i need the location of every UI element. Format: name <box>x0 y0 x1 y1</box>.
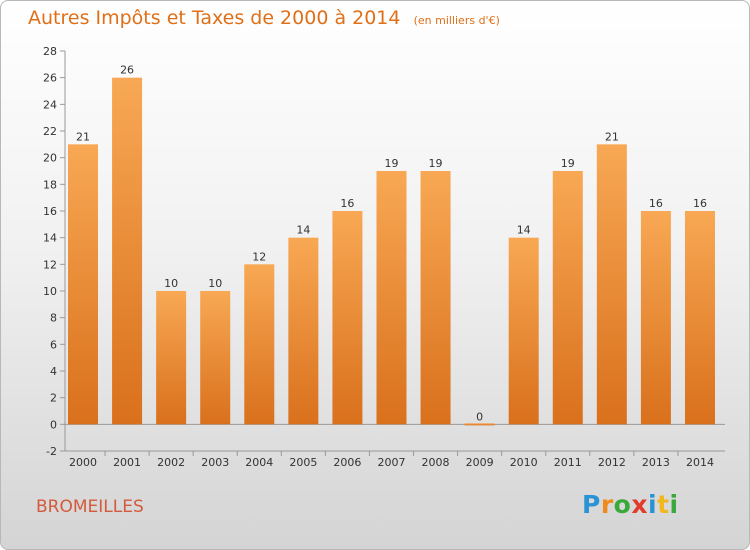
y-tick-label: 6 <box>50 338 57 351</box>
y-tick-label: 2 <box>50 392 57 405</box>
y-tick-label: 20 <box>43 152 57 165</box>
x-tick-label: 2002 <box>157 456 185 469</box>
x-tick-label: 2013 <box>642 456 670 469</box>
y-tick-label: 0 <box>50 418 57 431</box>
x-tick-label: 2014 <box>686 456 714 469</box>
x-tick-label: 2007 <box>377 456 405 469</box>
bar <box>68 144 98 425</box>
data-label: 14 <box>296 224 310 237</box>
data-label: 16 <box>649 197 663 210</box>
y-tick-label: 18 <box>43 178 57 191</box>
commune-name: BROMEILLES <box>36 497 144 517</box>
y-tick-label: 10 <box>43 285 57 298</box>
bar <box>420 171 451 425</box>
bar <box>112 77 143 425</box>
data-label: 26 <box>120 64 134 77</box>
data-label: 19 <box>384 157 398 170</box>
x-tick-label: 2009 <box>466 456 494 469</box>
logo-letter: i <box>648 490 658 519</box>
chart-title-main: Autres Impôts et Taxes de 2000 à 2014 <box>28 7 401 29</box>
x-tick-label: 2008 <box>422 456 450 469</box>
proxiti-logo: Proxiti <box>582 490 679 519</box>
data-label: 19 <box>561 157 575 170</box>
bar <box>332 211 363 425</box>
y-tick-label: -2 <box>46 445 57 458</box>
data-label: 16 <box>340 197 354 210</box>
data-label: 16 <box>693 197 707 210</box>
data-label: 21 <box>605 130 619 143</box>
logo-letter: i <box>669 490 679 519</box>
y-tick-label: 22 <box>43 125 57 138</box>
bar <box>552 171 583 425</box>
x-tick-label: 2004 <box>245 456 273 469</box>
x-tick-label: 2005 <box>289 456 317 469</box>
data-label: 0 <box>476 410 483 423</box>
logo-letter: P <box>582 490 601 519</box>
y-tick-label: 26 <box>43 72 57 85</box>
bar <box>376 171 407 425</box>
y-tick-label: 24 <box>43 98 57 111</box>
data-label: 10 <box>208 277 222 290</box>
logo-letter: x <box>631 490 648 519</box>
y-tick-label: 8 <box>50 312 57 325</box>
bar <box>244 264 275 425</box>
logo-letter: o <box>613 490 632 519</box>
bar <box>464 423 495 426</box>
data-label: 19 <box>429 157 443 170</box>
bar <box>156 291 187 425</box>
bar <box>200 291 231 425</box>
x-tick-label: 2006 <box>333 456 361 469</box>
y-tick-label: 28 <box>43 45 57 58</box>
y-tick-label: 14 <box>43 232 57 245</box>
bar <box>596 144 627 425</box>
data-label: 14 <box>517 224 531 237</box>
x-tick-label: 2010 <box>510 456 538 469</box>
bar <box>684 211 715 425</box>
logo-letter: t <box>657 490 670 519</box>
bar <box>288 237 319 425</box>
logo-letter: r <box>600 490 614 519</box>
chart-title-unit: (en milliers d'€) <box>413 14 500 27</box>
x-tick-label: 2000 <box>69 456 97 469</box>
x-tick-label: 2001 <box>113 456 141 469</box>
data-label: 12 <box>252 250 266 263</box>
x-tick-label: 2012 <box>598 456 626 469</box>
bar <box>508 237 539 425</box>
x-tick-label: 2011 <box>554 456 582 469</box>
data-label: 10 <box>164 277 178 290</box>
y-tick-label: 16 <box>43 205 57 218</box>
bar <box>640 211 671 425</box>
x-tick-label: 2003 <box>201 456 229 469</box>
data-label: 21 <box>76 130 90 143</box>
y-tick-label: 12 <box>43 258 57 271</box>
y-tick-label: 4 <box>50 365 57 378</box>
chart-title: Autres Impôts et Taxes de 2000 à 2014 (e… <box>28 7 500 29</box>
